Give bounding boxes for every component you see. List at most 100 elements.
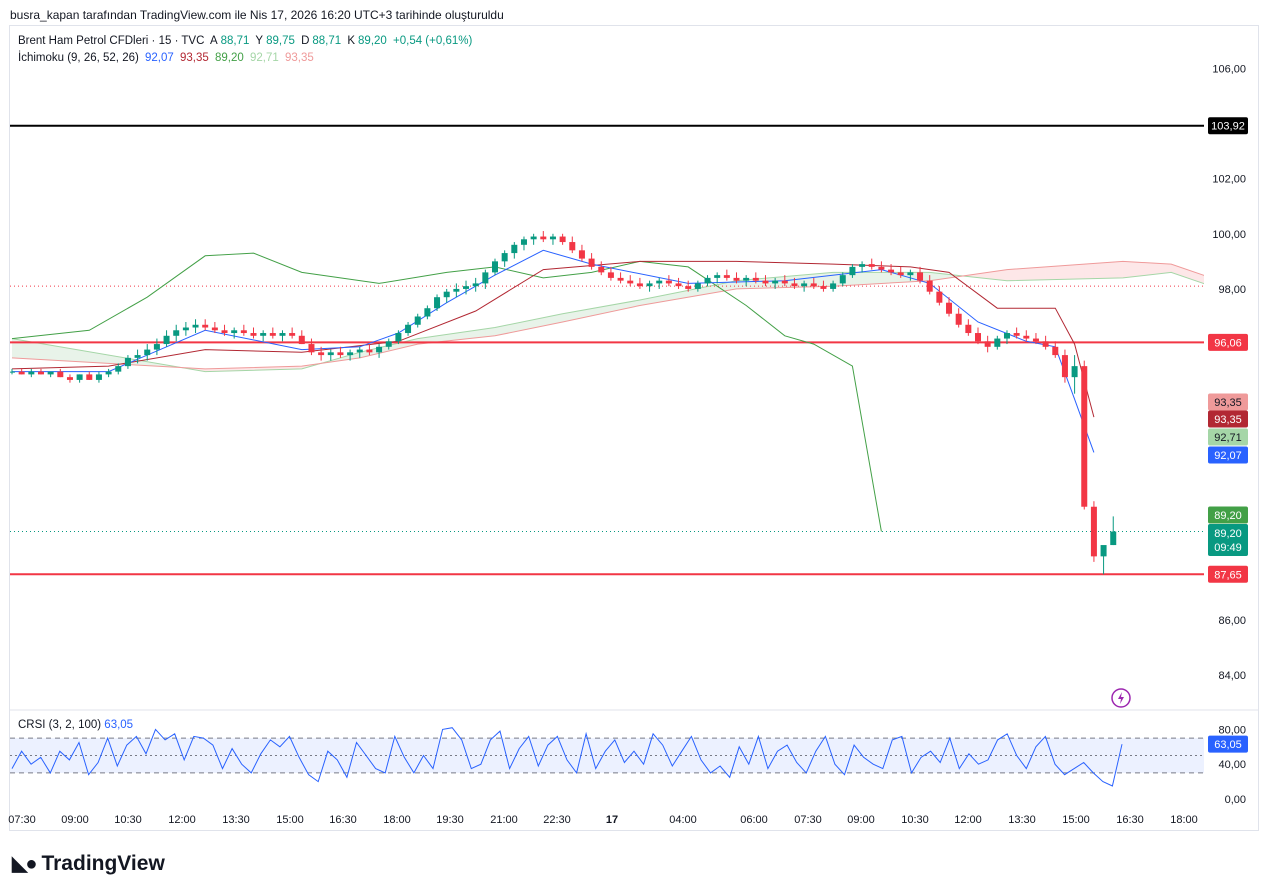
open-label: A xyxy=(209,35,218,47)
ichimoku-cloud-segment xyxy=(50,345,61,361)
candle-body xyxy=(385,341,392,347)
ichimoku-cloud-segment xyxy=(31,341,41,360)
ichimoku-cloud-segment xyxy=(205,368,215,372)
crsi-y-tick-label: 0,00 xyxy=(1225,794,1246,806)
candle-body xyxy=(434,297,441,309)
candle-body xyxy=(115,366,122,372)
candle-body xyxy=(298,335,305,345)
candle-body xyxy=(472,283,479,287)
crsi-y-tick-label: 80,00 xyxy=(1218,724,1246,736)
candle-body xyxy=(231,330,238,334)
ichimoku-cloud-segment xyxy=(765,277,776,289)
y-axis-tick-label: 98,00 xyxy=(1218,284,1246,296)
candle-body xyxy=(463,286,470,289)
candle-body xyxy=(453,288,460,292)
candle-body xyxy=(202,324,209,328)
ichimoku-cloud-segment xyxy=(282,366,293,370)
indicator-price-tag-bg xyxy=(1208,428,1248,446)
candle-body xyxy=(37,371,44,375)
candle-body xyxy=(685,286,692,289)
candle-body xyxy=(868,264,875,267)
candle-body xyxy=(173,330,180,336)
ichimoku-legend[interactable]: İchimoku (9, 26, 52, 26) 92,07 93,35 89,… xyxy=(18,52,317,64)
candle-body xyxy=(917,272,924,281)
candle-body xyxy=(405,324,412,334)
change-value: +0,54 (+0,61%) xyxy=(393,35,473,47)
x-axis-tick-label: 18:00 xyxy=(383,814,411,826)
level-price-tag: 96,06 xyxy=(1214,337,1242,349)
ichimoku-cloud-segment xyxy=(475,328,486,338)
candle-body xyxy=(163,335,170,345)
candle-body xyxy=(694,283,701,289)
crsi-value-tag: 63,05 xyxy=(1214,739,1242,751)
candle-body xyxy=(1100,545,1107,557)
ichimoku-cloud-segment xyxy=(272,366,283,370)
candle-body xyxy=(376,346,383,353)
candle-body xyxy=(994,338,1001,347)
candle-body xyxy=(820,286,827,289)
candle-body xyxy=(250,333,257,336)
ichimoku-cloud-segment xyxy=(562,312,573,323)
last-price-tag-bg xyxy=(1208,524,1248,556)
ichimoku-cloud-segment xyxy=(533,317,544,328)
ichimoku-cloud-segment xyxy=(224,368,235,372)
close-label: K xyxy=(347,35,356,47)
ichimoku-cloud-segment xyxy=(1142,262,1152,276)
high-value: 89,75 xyxy=(266,35,295,47)
x-axis-tick-label: 09:00 xyxy=(61,814,89,826)
ichimoku-cloud-segment xyxy=(678,290,689,299)
candle-body xyxy=(144,349,151,356)
ichimoku-cloud-segment xyxy=(552,313,563,324)
candle-body xyxy=(414,316,421,325)
candle-body xyxy=(578,250,585,259)
candle-body xyxy=(588,258,595,267)
ichimoku-cloud-segment xyxy=(1122,261,1133,278)
last-price-tag: 89,20 xyxy=(1214,528,1242,540)
x-axis-tick-label: 22:30 xyxy=(543,814,571,826)
ichimoku-cloud-segment xyxy=(523,319,534,330)
candle-body xyxy=(240,330,247,334)
candle-body xyxy=(124,357,131,367)
ichimoku-cloud-segment xyxy=(350,352,360,360)
x-axis-tick-label: 16:30 xyxy=(1116,814,1144,826)
candle-body xyxy=(617,277,624,281)
symbol-legend[interactable]: Brent Ham Petrol CFDleri · 15 · TVC A 88,… xyxy=(18,35,475,47)
ichimoku-cloud-segment xyxy=(717,282,727,293)
ichimoku-cloud-segment xyxy=(466,330,476,339)
span-a-value: 92,71 xyxy=(249,52,279,64)
chart-frame xyxy=(9,25,1259,831)
x-axis-tick-label: 09:00 xyxy=(847,814,875,826)
candle-body xyxy=(1052,346,1059,356)
span-b-value: 93,35 xyxy=(284,52,314,64)
candle-body xyxy=(955,313,962,325)
level-price-tag-bg xyxy=(1208,333,1248,351)
candle-body xyxy=(733,277,740,281)
ichimoku-cloud-segment xyxy=(581,308,592,318)
ichimoku-cloud-segment xyxy=(243,367,254,371)
ichimoku-cloud-segment xyxy=(79,350,90,363)
crsi-line xyxy=(11,727,1123,787)
indicator-price-tag-bg xyxy=(1208,410,1248,428)
low-label: D xyxy=(301,35,310,47)
kijun-value: 93,35 xyxy=(180,52,209,64)
candle-body xyxy=(289,333,296,336)
candle-body xyxy=(830,283,837,289)
x-axis-tick-label: 15:00 xyxy=(276,814,304,826)
ichimoku-cloud-segment xyxy=(688,288,698,298)
crsi-y-tick-label: 40,00 xyxy=(1218,759,1246,771)
tradingview-logo[interactable]: ◣● TradingView xyxy=(12,851,165,876)
candle-body xyxy=(395,333,402,342)
ichimoku-cloud-segment xyxy=(1055,265,1065,280)
ichimoku-cloud-segment xyxy=(601,305,611,314)
crsi-legend[interactable]: CRSI (3, 2, 100) 63,05 xyxy=(18,719,133,731)
price-pane xyxy=(10,124,1204,576)
candle-body xyxy=(878,266,885,270)
candle-body xyxy=(540,236,547,240)
candle-body xyxy=(801,283,808,287)
indicator-price-tag-bg xyxy=(1208,393,1248,411)
crsi-value: 63,05 xyxy=(104,719,134,731)
x-axis-tick-label: 10:30 xyxy=(901,814,929,826)
ichimoku-cloud-segment xyxy=(978,272,988,279)
ichimoku-cloud-segment xyxy=(726,280,737,291)
